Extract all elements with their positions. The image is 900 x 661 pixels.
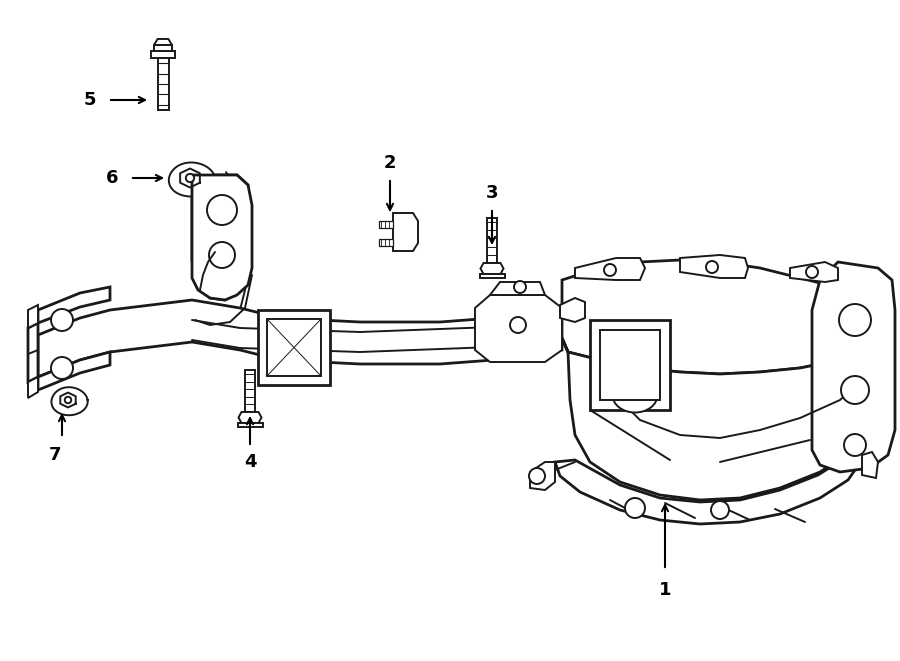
Polygon shape (379, 221, 393, 228)
Polygon shape (158, 58, 168, 110)
Text: 5: 5 (84, 91, 96, 109)
Polygon shape (379, 239, 393, 246)
Polygon shape (480, 274, 505, 278)
Circle shape (625, 498, 645, 518)
Polygon shape (790, 262, 838, 282)
Polygon shape (267, 319, 321, 376)
Polygon shape (238, 423, 263, 427)
Circle shape (204, 244, 232, 272)
Ellipse shape (613, 377, 658, 412)
Circle shape (207, 195, 237, 225)
Polygon shape (154, 39, 172, 45)
Polygon shape (562, 260, 880, 374)
Circle shape (844, 434, 866, 456)
Polygon shape (487, 218, 497, 263)
Polygon shape (51, 387, 87, 415)
Polygon shape (38, 352, 110, 390)
Text: 4: 4 (244, 453, 256, 471)
Polygon shape (475, 295, 562, 362)
Text: 6: 6 (106, 169, 118, 187)
Circle shape (529, 468, 545, 484)
Circle shape (806, 266, 818, 278)
Circle shape (604, 264, 616, 276)
Polygon shape (28, 377, 38, 398)
Text: 7: 7 (49, 446, 61, 464)
Polygon shape (245, 370, 255, 412)
Polygon shape (192, 175, 252, 300)
Polygon shape (812, 262, 895, 472)
Polygon shape (560, 298, 585, 322)
Polygon shape (862, 452, 878, 478)
Circle shape (65, 397, 71, 403)
Circle shape (839, 304, 871, 336)
Polygon shape (28, 323, 38, 382)
Circle shape (186, 174, 194, 182)
Circle shape (51, 357, 73, 379)
Polygon shape (481, 263, 503, 274)
Circle shape (711, 501, 729, 519)
Polygon shape (258, 310, 330, 385)
Circle shape (202, 197, 234, 229)
Circle shape (51, 309, 73, 331)
Circle shape (706, 261, 718, 273)
Circle shape (510, 317, 526, 333)
Polygon shape (575, 258, 645, 280)
Polygon shape (555, 440, 862, 524)
Polygon shape (238, 412, 262, 423)
Circle shape (209, 242, 235, 268)
Polygon shape (680, 255, 748, 278)
Polygon shape (562, 335, 878, 500)
Polygon shape (590, 320, 670, 410)
Text: 1: 1 (659, 581, 671, 599)
Polygon shape (38, 287, 110, 323)
Polygon shape (28, 305, 38, 328)
Polygon shape (192, 175, 248, 300)
Polygon shape (38, 300, 562, 377)
Circle shape (841, 376, 869, 404)
Text: 3: 3 (486, 184, 499, 202)
Circle shape (514, 281, 526, 293)
Polygon shape (600, 330, 660, 400)
Polygon shape (154, 45, 172, 51)
Polygon shape (393, 213, 418, 251)
Polygon shape (530, 462, 555, 490)
Polygon shape (151, 51, 175, 58)
Polygon shape (490, 282, 545, 295)
Text: 2: 2 (383, 154, 396, 172)
Polygon shape (169, 163, 215, 196)
